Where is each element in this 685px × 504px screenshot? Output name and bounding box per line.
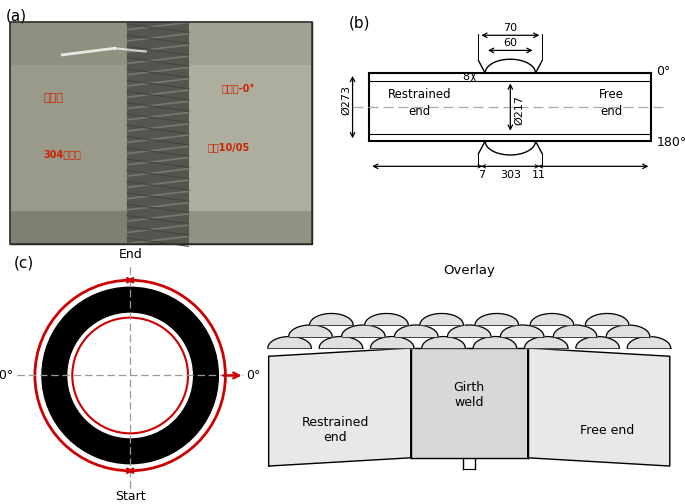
Text: 固定端: 固定端 bbox=[43, 93, 63, 103]
Text: (c): (c) bbox=[14, 256, 34, 271]
Text: Ø273: Ø273 bbox=[341, 85, 351, 114]
Polygon shape bbox=[411, 348, 527, 458]
Text: Start: Start bbox=[115, 490, 145, 503]
Bar bbox=[189, 211, 312, 243]
Bar bbox=[189, 22, 312, 243]
Circle shape bbox=[42, 287, 219, 464]
Text: 180°: 180° bbox=[0, 369, 14, 382]
Text: Ø217: Ø217 bbox=[514, 95, 524, 124]
Text: 11: 11 bbox=[532, 170, 546, 180]
Text: Free end: Free end bbox=[580, 424, 634, 437]
Text: 303: 303 bbox=[500, 170, 521, 180]
Bar bbox=[10, 211, 130, 243]
Text: 60: 60 bbox=[503, 38, 517, 48]
Bar bbox=[127, 22, 189, 243]
Text: (a): (a) bbox=[5, 9, 27, 24]
Text: End: End bbox=[119, 248, 142, 261]
Bar bbox=[189, 22, 312, 65]
Circle shape bbox=[68, 313, 192, 437]
Text: (b): (b) bbox=[349, 15, 371, 30]
Text: 8: 8 bbox=[462, 72, 469, 82]
Text: 304不锈钢: 304不锈钢 bbox=[43, 149, 82, 159]
Text: 7: 7 bbox=[478, 170, 486, 180]
Text: Free
end: Free end bbox=[599, 88, 623, 118]
Text: 三点钟-0°: 三点钟-0° bbox=[221, 83, 255, 93]
Text: 180°: 180° bbox=[656, 136, 685, 149]
Text: 70: 70 bbox=[503, 23, 517, 33]
Text: Girth
weld: Girth weld bbox=[453, 381, 485, 409]
Polygon shape bbox=[269, 348, 411, 466]
Bar bbox=[10, 22, 130, 65]
Text: Restrained
end: Restrained end bbox=[388, 88, 451, 118]
Text: 堆焊10/05: 堆焊10/05 bbox=[208, 143, 250, 153]
Polygon shape bbox=[527, 348, 670, 466]
Text: 0°: 0° bbox=[656, 66, 671, 78]
Bar bbox=[10, 22, 130, 243]
Text: Restrained
end: Restrained end bbox=[302, 416, 369, 445]
Text: 0°: 0° bbox=[247, 369, 261, 382]
Text: Overlay: Overlay bbox=[443, 265, 495, 277]
